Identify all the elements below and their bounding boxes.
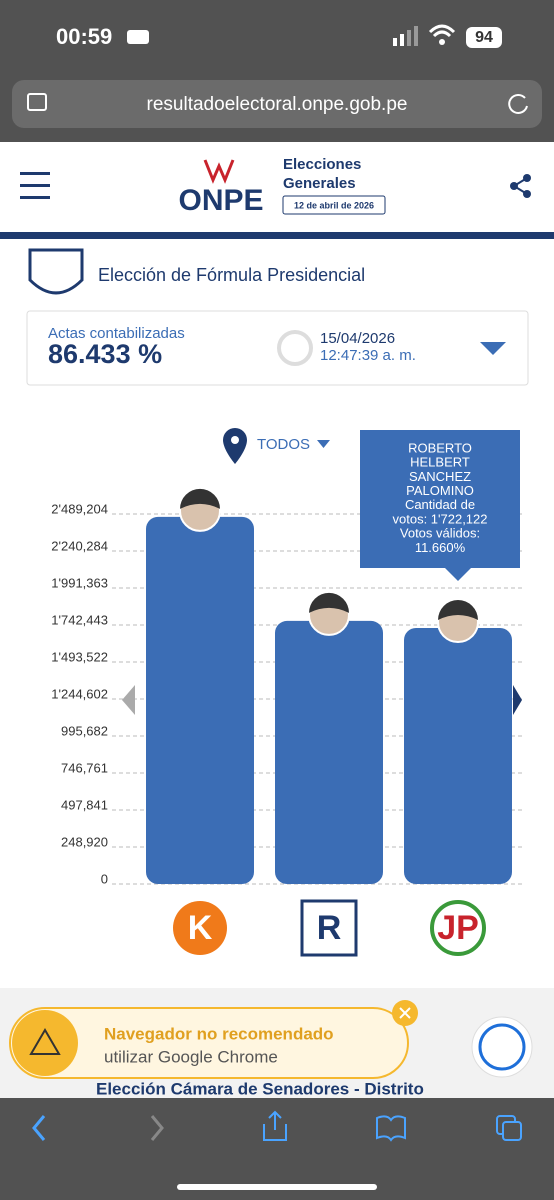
y-tick-label: 2'240,284 <box>51 538 108 553</box>
date-box <box>282 195 386 215</box>
clock-icon <box>277 330 313 366</box>
dropdown-arrow[interactable] <box>480 342 506 355</box>
x-tick-label: JP <box>437 909 479 947</box>
tooltip-line: Votos válidos: <box>400 526 480 541</box>
y-tick-label: 497,841 <box>61 797 108 812</box>
bar <box>146 516 254 884</box>
share-icon[interactable] <box>510 174 531 198</box>
y-tick-label: 1'991,363 <box>51 575 108 590</box>
tabs[interactable] <box>502 1121 522 1141</box>
signal <box>414 26 418 46</box>
summary-value: 86.433 % <box>48 339 162 369</box>
next-arrow[interactable] <box>513 685 522 715</box>
coat-of-arms <box>28 248 84 295</box>
warning-title: Navegador no recomendado <box>104 1024 334 1043</box>
tooltip-line: 11.660% <box>415 540 466 555</box>
battery <box>466 27 502 48</box>
next-section-title: Elección Cámara de Senadores - Distrito <box>96 1079 424 1098</box>
tooltip-pointer <box>444 567 472 581</box>
tooltip-line: Cantidad de <box>405 497 475 512</box>
tooltip-line: ROBERTO <box>408 440 472 455</box>
signal <box>400 34 404 46</box>
reader-icon[interactable] <box>27 93 47 111</box>
x-tick-label: K <box>188 909 213 947</box>
filter-arrow[interactable] <box>317 440 330 448</box>
bar-chart: 0 248,920 497,841 746,761 995,682 1'244,602 1'… <box>51 430 522 957</box>
warning-icon <box>29 1028 61 1055</box>
url: resultadoelectoral.onpe.gob.pe <box>147 94 408 115</box>
tooltip-line: SANCHEZ <box>409 469 471 484</box>
section-title: Elección de Fórmula Presidencial <box>98 265 365 285</box>
y-tick-label: 1'493,522 <box>51 649 108 664</box>
header-bar <box>0 232 554 239</box>
bed-icon <box>127 30 149 44</box>
reload[interactable] <box>508 93 528 114</box>
party-logo <box>300 899 358 957</box>
signal <box>407 30 411 46</box>
bar <box>404 628 512 884</box>
status-time: 00:59 <box>56 24 112 49</box>
accessibility-button[interactable] <box>478 1023 526 1071</box>
logo: ONPE <box>178 184 263 217</box>
close-banner[interactable] <box>399 1007 411 1019</box>
tooltip <box>360 430 520 568</box>
header-title: Elecciones <box>283 156 361 173</box>
location-icon <box>231 436 239 444</box>
logo-mark <box>203 159 235 184</box>
site-header <box>0 142 554 236</box>
bar <box>275 620 383 884</box>
party-logo <box>173 901 227 955</box>
prev-arrow[interactable] <box>122 685 135 715</box>
y-tick-label: 1'742,443 <box>51 612 108 627</box>
url-bar[interactable] <box>12 80 542 128</box>
wifi <box>428 24 456 38</box>
y-tick-label: 248,920 <box>61 834 108 849</box>
candidate-photo <box>438 600 478 621</box>
tooltip-line: votos: 1'722,122 <box>393 511 488 526</box>
menu-icon[interactable] <box>20 172 50 199</box>
filter[interactable]: TODOS <box>257 436 310 453</box>
candidate-photo <box>309 592 349 613</box>
home-indicator <box>177 1184 377 1190</box>
forward[interactable] <box>150 1115 164 1141</box>
candidate-photo <box>180 488 220 509</box>
tooltip-line: HELBERT <box>410 455 470 470</box>
location-icon <box>223 428 247 464</box>
warning-text: utilizar Google Chrome <box>104 1047 278 1066</box>
signal <box>393 38 397 46</box>
wifi <box>439 39 445 45</box>
tooltip-line: PALOMINO <box>406 483 474 498</box>
summary-date: 15/04/2026 <box>320 330 395 347</box>
election-date: 12 de abril de 2026 <box>294 200 374 210</box>
summary-time: 12:47:39 a. m. <box>320 347 416 364</box>
y-tick-label: 1'244,602 <box>51 686 108 701</box>
y-tick-label: 995,682 <box>61 723 108 738</box>
warning-icon <box>12 1010 78 1076</box>
share[interactable] <box>263 1110 287 1141</box>
battery-level: 94 <box>475 29 493 46</box>
back[interactable] <box>32 1115 46 1141</box>
summary-label: Actas contabilizadas <box>48 325 185 342</box>
y-tick-label: 746,761 <box>61 760 108 775</box>
y-tick-label: 0 <box>101 871 108 886</box>
bookmarks[interactable] <box>376 1115 406 1142</box>
warning-banner <box>9 1007 409 1079</box>
header-title: Generales <box>283 175 356 192</box>
party-logo <box>430 900 486 956</box>
y-tick-label: 2'489,204 <box>51 501 108 516</box>
x-tick-label: R <box>317 909 342 947</box>
